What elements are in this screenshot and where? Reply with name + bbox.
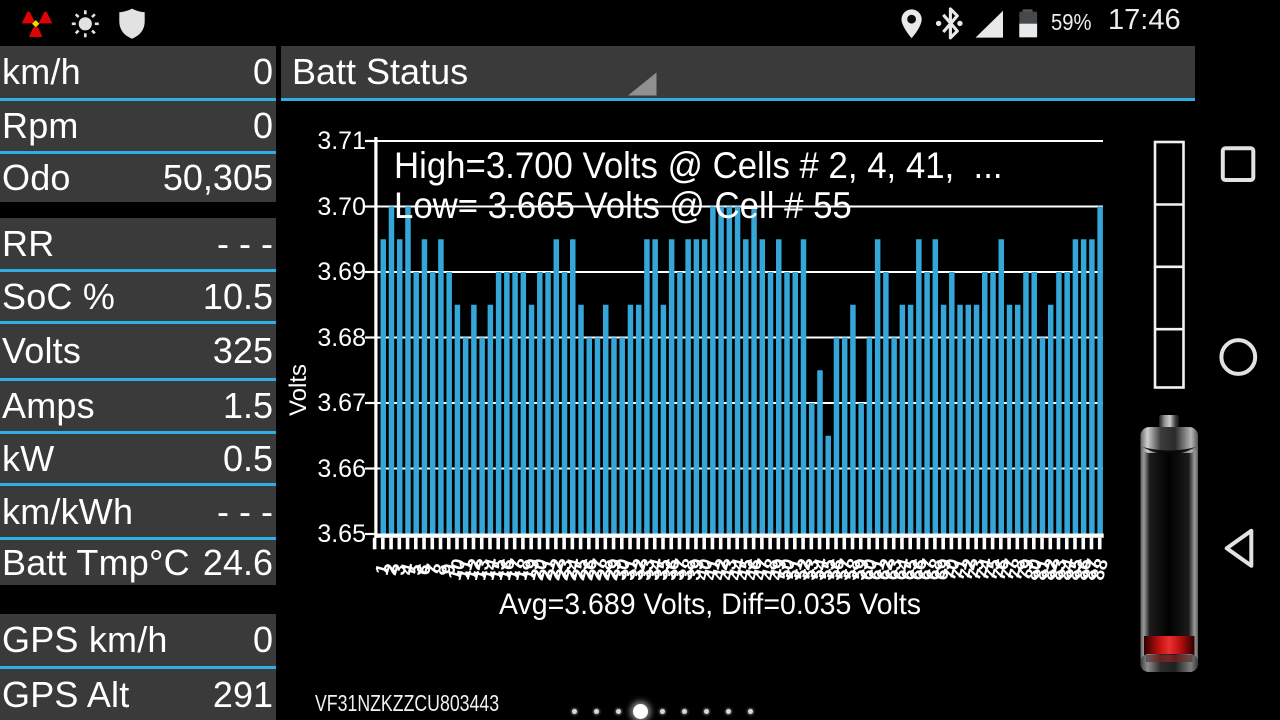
svg-text:3: 3 <box>388 562 411 578</box>
svg-text:6: 6 <box>413 562 436 578</box>
svg-text:9: 9 <box>438 562 461 578</box>
svg-text:88: 88 <box>1087 557 1113 583</box>
svg-text:8: 8 <box>429 562 452 578</box>
svg-text:7: 7 <box>421 562 444 578</box>
svg-text:2: 2 <box>380 562 403 578</box>
